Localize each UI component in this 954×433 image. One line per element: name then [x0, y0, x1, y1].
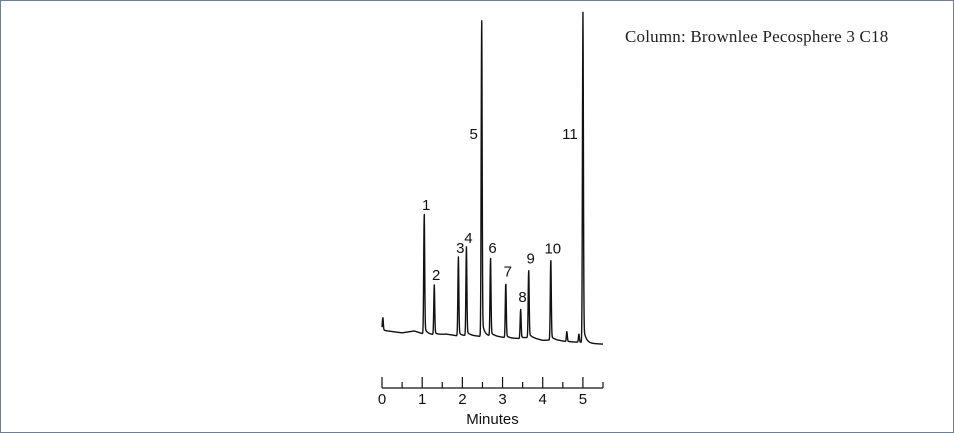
x-tick-label: 1	[418, 391, 426, 408]
peak-label-6: 6	[488, 240, 496, 257]
peak-label-9: 9	[527, 251, 535, 268]
x-axis-title: Minutes	[466, 411, 519, 428]
peak-label-2: 2	[432, 267, 440, 284]
peak-label-1: 1	[422, 197, 430, 214]
x-tick-label: 3	[498, 391, 506, 408]
peak-label-11: 11	[562, 126, 578, 143]
x-tick-label: 5	[579, 391, 587, 408]
x-axis: 0 1 2 3 4 5	[378, 377, 604, 408]
peak-label-10: 10	[544, 241, 561, 258]
plot-area: 1 234 5 678 9 10 11	[381, 11, 604, 345]
x-tick-label: 2	[458, 391, 466, 408]
peak-label-4: 4	[464, 230, 472, 247]
peak-label-8: 8	[518, 289, 526, 306]
peak-label-3: 3	[456, 240, 464, 257]
x-tick-label: 0	[378, 391, 386, 408]
column-annotation: Column: Brownlee Pecosphere 3 C18	[625, 27, 889, 46]
chromatogram-trace	[381, 11, 604, 345]
peak-label-5: 5	[470, 126, 478, 143]
x-tick-label: 4	[539, 391, 547, 408]
peak-label-7: 7	[504, 264, 512, 281]
